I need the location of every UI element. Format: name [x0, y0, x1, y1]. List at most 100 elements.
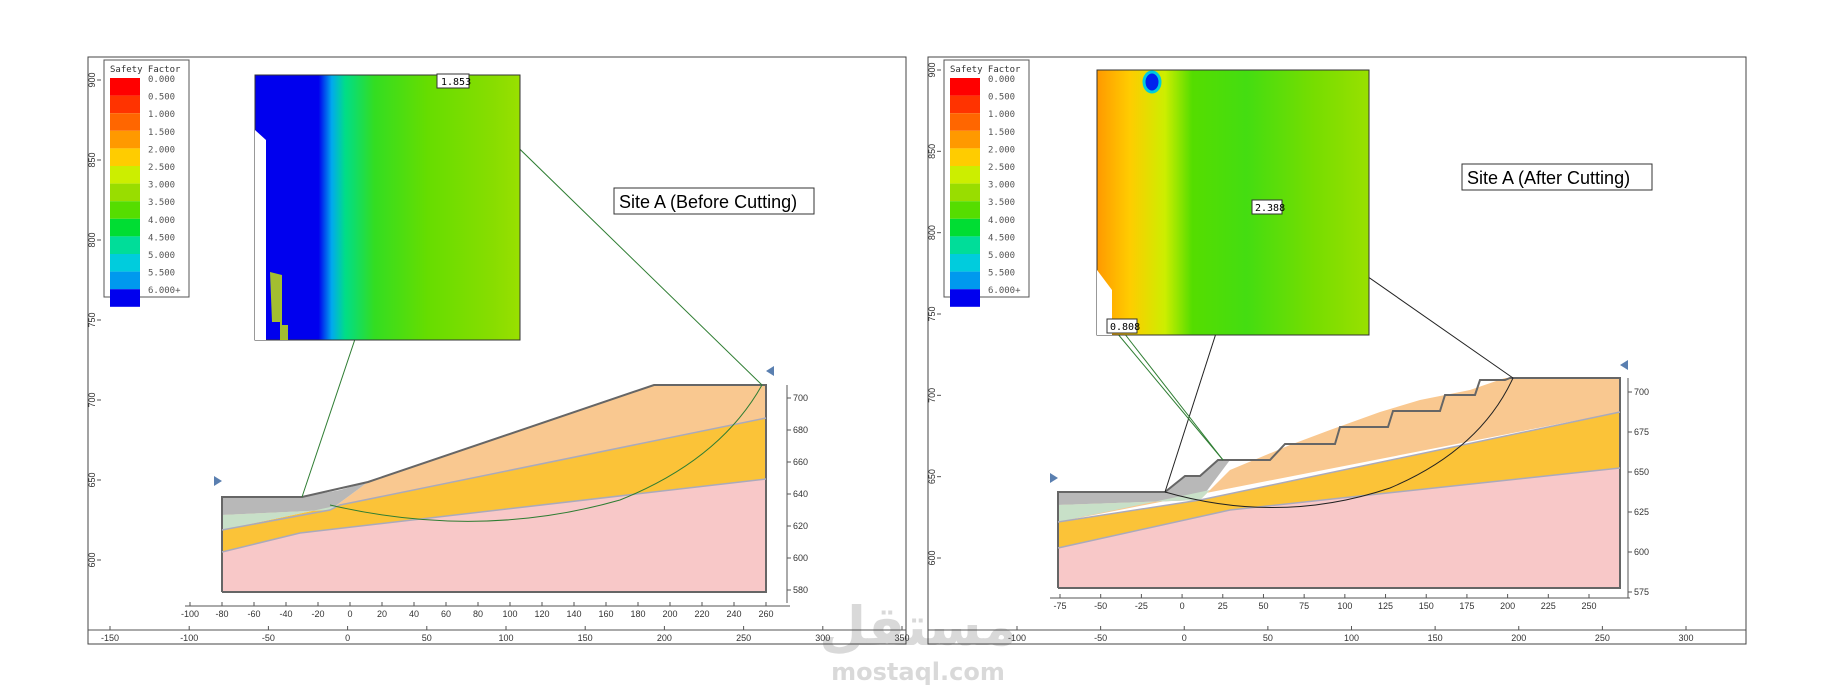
right-x-tick-outer: 300	[1678, 633, 1693, 643]
left-min-fs-label: 1.853	[441, 77, 471, 88]
left-legend-value: 4.000	[148, 216, 175, 226]
left-x-tick-outer: -50	[262, 633, 275, 643]
left-x-tick-outer: 350	[894, 633, 909, 643]
left-y-tick-right: 580	[793, 585, 808, 595]
right-marker-right	[1620, 360, 1628, 370]
left-legend-swatch	[110, 218, 140, 237]
left-x-tick-inner: -80	[215, 609, 228, 619]
right-contour-blue-spot	[1142, 70, 1162, 94]
right-x-tick-inner: 125	[1378, 601, 1393, 611]
left-legend-value: 3.500	[148, 198, 175, 208]
left-x-tick-inner: 40	[409, 609, 419, 619]
left-legend-swatch	[110, 166, 140, 184]
right-y-tick-outer: 850	[927, 144, 937, 159]
right-y-axis-outer: 900 850 800 750 700 650 600	[927, 62, 941, 566]
left-slope-outline	[221, 384, 767, 593]
right-layer-lightgreen	[1058, 470, 1230, 522]
left-legend-swatch	[110, 289, 140, 307]
right-y-tick-right: 600	[1634, 547, 1649, 557]
left-x-tick-inner: 0	[347, 609, 352, 619]
left-legend-value: 2.000	[148, 145, 175, 155]
right-legend-swatch	[950, 95, 980, 114]
right-legend-value: 1.000	[988, 110, 1015, 120]
left-legend-value: 6.000+	[148, 286, 181, 296]
left-legend-swatch	[110, 148, 140, 166]
right-slip-surface	[1164, 377, 1514, 508]
right-x-tick-outer: 150	[1428, 633, 1443, 643]
left-x-axis-inner: -100 -80 -60 -40 -20 0 20 40 60 80 100 120 140 160 180…	[181, 602, 774, 619]
right-x-tick-inner: 0	[1180, 601, 1185, 611]
left-x-tick-inner: 120	[534, 609, 549, 619]
right-layer-grey	[1058, 460, 1230, 505]
left-y-tick-outer: 600	[87, 552, 97, 567]
right-legend-swatch	[950, 289, 980, 307]
right-legend-value: 6.000+	[988, 286, 1021, 296]
right-x-tick-inner: 50	[1258, 601, 1268, 611]
left-contour-void	[255, 130, 266, 340]
right-legend-swatch	[950, 166, 980, 184]
left-site-label-box: Site A (Before Cutting)	[613, 187, 815, 215]
right-x-axis-inner: -75 -50 -25 0 25 50 75 100 125 150 175 200 225 250	[1053, 594, 1597, 611]
left-legend-value: 2.500	[148, 163, 175, 173]
left-legend-title: Safety Factor	[110, 65, 181, 75]
right-legend-swatch	[950, 236, 980, 254]
right-x-tick-outer: 50	[1263, 633, 1273, 643]
left-y-axis-right: 700 680 660 640 620 600 580	[787, 393, 808, 595]
left-y-tick-outer: 650	[87, 472, 97, 487]
right-x-tick-inner: 250	[1581, 601, 1596, 611]
left-x-tick-inner: 60	[441, 609, 451, 619]
right-legend-value: 0.000	[988, 75, 1015, 85]
left-x-tick-inner: 100	[502, 609, 517, 619]
left-x-tick-outer: 150	[578, 633, 593, 643]
right-legend-title: Safety Factor	[950, 65, 1021, 75]
left-min-fs-callout: 1.853	[436, 73, 471, 89]
right-min-fs-callout: 2.388	[1251, 199, 1285, 215]
left-x-tick-inner: 240	[726, 609, 741, 619]
left-x-tick-outer: -150	[101, 633, 119, 643]
left-legend-swatch	[110, 271, 140, 290]
right-slope-model	[1050, 211, 1628, 589]
right-legend-value: 5.000	[988, 251, 1015, 261]
left-y-tick-outer: 900	[87, 72, 97, 87]
left-marker-right	[766, 366, 774, 376]
left-x-tick-inner: 180	[630, 609, 645, 619]
left-legend-swatch	[110, 95, 140, 114]
right-y-tick-outer: 700	[927, 388, 937, 403]
right-x-tick-inner: 25	[1218, 601, 1228, 611]
left-x-tick-outer: 100	[498, 633, 513, 643]
left-layer-grey	[222, 482, 368, 515]
left-legend-swatch	[110, 113, 140, 131]
right-legend: Safety Factor 0.000 0.500 1.000 1.500 2.000 2…	[943, 59, 1030, 307]
left-legend-swatch	[110, 201, 140, 219]
left-marker-left	[214, 476, 222, 486]
right-legend-swatch	[950, 78, 980, 96]
left-legend-value: 3.000	[148, 181, 175, 191]
left-x-tick-outer: 0	[345, 633, 350, 643]
watermark: مستقل mostaql.com	[819, 595, 1017, 686]
right-legend-value: 3.500	[988, 198, 1015, 208]
left-y-tick-outer: 700	[87, 392, 97, 407]
right-y-tick-outer: 750	[927, 306, 937, 321]
left-x-tick-outer: 250	[736, 633, 751, 643]
right-callout-line-3	[1116, 332, 1224, 461]
right-low-fs-label: 0.808	[1110, 322, 1140, 333]
left-contour-inset	[254, 74, 521, 341]
right-y-tick-outer: 650	[927, 469, 937, 484]
left-legend-swatch	[110, 78, 140, 96]
right-boundary-2	[1057, 467, 1621, 549]
right-legend-swatch	[950, 218, 980, 237]
left-legend-value: 0.000	[148, 75, 175, 85]
left-legend-value: 5.000	[148, 251, 175, 261]
left-legend-swatch	[110, 254, 140, 272]
right-x-tick-outer: 0	[1182, 633, 1187, 643]
left-x-tick-inner: -100	[181, 609, 199, 619]
right-legend-value: 1.500	[988, 128, 1015, 138]
left-y-tick-right: 700	[793, 393, 808, 403]
left-x-tick-inner: 140	[566, 609, 581, 619]
left-x-tick-outer: 300	[815, 633, 830, 643]
right-legend-swatch	[950, 130, 980, 149]
left-legend-value: 4.500	[148, 233, 175, 243]
left-site-label: Site A (Before Cutting)	[619, 192, 797, 212]
right-y-tick-right: 650	[1634, 467, 1649, 477]
